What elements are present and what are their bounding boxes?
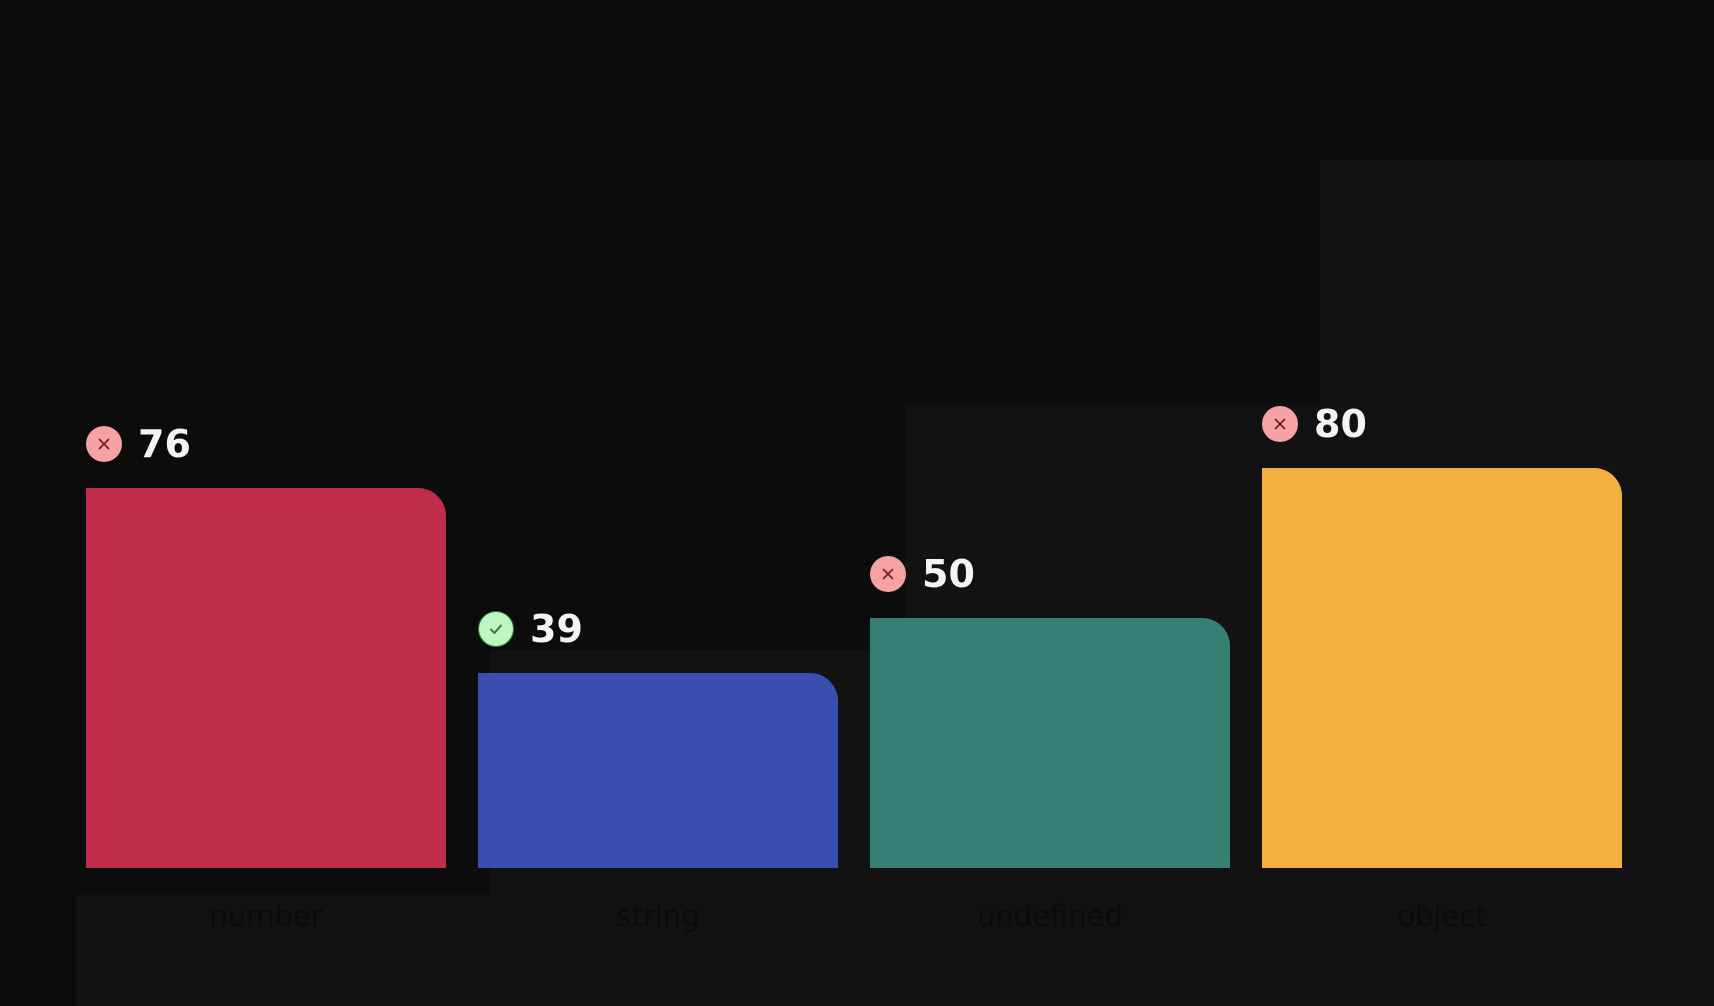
value-text: 39 — [530, 607, 583, 651]
data-label: 80 — [1262, 404, 1367, 444]
background-step — [76, 895, 1714, 1006]
bar-object — [1262, 468, 1622, 868]
category-label: undefined — [977, 899, 1123, 933]
category-label: string — [616, 899, 700, 933]
bar-number — [86, 488, 446, 868]
category-label: number — [209, 899, 323, 933]
category-label: object — [1397, 899, 1487, 933]
close-icon — [1262, 406, 1298, 442]
check-icon — [478, 611, 514, 647]
value-text: 76 — [138, 422, 191, 466]
close-icon — [86, 426, 122, 462]
bar-string — [478, 673, 838, 868]
data-label: 50 — [870, 554, 975, 594]
data-label: 76 — [86, 424, 191, 464]
bar-undefined — [870, 618, 1230, 868]
value-text: 80 — [1314, 402, 1367, 446]
value-text: 50 — [922, 552, 975, 596]
data-label: 39 — [478, 609, 583, 649]
close-icon — [870, 556, 906, 592]
